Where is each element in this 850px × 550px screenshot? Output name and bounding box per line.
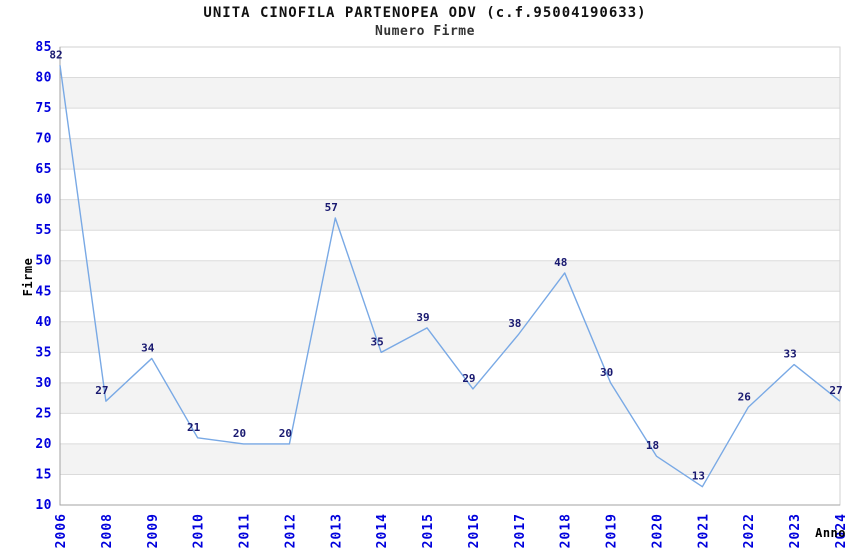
plot-band [60, 260, 840, 292]
x-tick-label: 2016 [467, 513, 482, 548]
y-tick-label: 80 [35, 71, 52, 86]
point-label: 82 [49, 48, 62, 61]
y-tick-label: 70 [35, 132, 52, 147]
point-label: 33 [783, 348, 796, 361]
y-tick-label: 25 [35, 406, 52, 421]
chart-subtitle: Numero Firme [375, 24, 475, 39]
x-tick-label: 2012 [283, 513, 298, 548]
point-label: 26 [738, 390, 752, 403]
x-tick-label: 2017 [513, 513, 528, 548]
x-tick-label: 2019 [605, 513, 620, 548]
point-label: 35 [371, 335, 384, 348]
point-label: 34 [141, 341, 155, 354]
x-tick-label: 2024 [834, 513, 849, 548]
plot-band [60, 443, 840, 475]
y-tick-label: 20 [35, 437, 52, 452]
x-tick-label: 2018 [559, 513, 574, 548]
x-tick-label: 2015 [421, 513, 436, 548]
x-tick-label: 2009 [146, 513, 161, 548]
point-label: 39 [416, 311, 429, 324]
y-tick-label: 55 [35, 223, 52, 238]
y-tick-label: 30 [35, 376, 52, 391]
y-tick-label: 10 [35, 498, 52, 513]
y-tick-label: 60 [35, 193, 52, 208]
x-axis-title: Anno [815, 526, 846, 540]
chart-title: UNITA CINOFILA PARTENOPEA ODV (c.f.95004… [203, 5, 647, 21]
point-label: 30 [600, 366, 613, 379]
data-line [59, 65, 841, 488]
y-tick-label: 50 [35, 254, 52, 269]
plot-band [60, 138, 840, 170]
y-tick-label: 65 [35, 162, 52, 177]
point-label: 27 [95, 384, 108, 397]
point-label: 18 [646, 439, 659, 452]
point-label: 20 [279, 427, 292, 440]
x-tick-label: 2020 [650, 513, 665, 548]
x-tick-label: 2021 [696, 513, 711, 548]
y-tick-label: 40 [35, 315, 52, 330]
plot-band [60, 199, 840, 231]
point-label: 13 [692, 470, 705, 483]
x-tick-label: 2013 [329, 513, 344, 548]
x-tick-label: 2011 [238, 513, 253, 548]
y-tick-label: 75 [35, 101, 52, 116]
point-label: 48 [554, 256, 567, 269]
y-tick-label: 15 [35, 467, 52, 482]
point-label: 57 [325, 201, 338, 214]
y-tick-label: 85 [35, 40, 52, 55]
x-tick-label: 2022 [742, 513, 757, 548]
point-label: 21 [187, 421, 201, 434]
axis-lines [59, 47, 840, 506]
point-label: 38 [508, 317, 521, 330]
x-tick-label: 2006 [54, 513, 69, 548]
plot-band [60, 382, 840, 414]
point-label: 20 [233, 427, 246, 440]
x-tick-label: 2014 [375, 513, 390, 548]
y-tick-label: 45 [35, 284, 52, 299]
x-tick-label: 2023 [788, 513, 803, 548]
point-label: 27 [829, 384, 842, 397]
x-tick-label: 2008 [100, 513, 115, 548]
y-tick-label: 35 [35, 345, 52, 360]
point-label: 29 [462, 372, 475, 385]
x-tick-label: 2010 [192, 513, 207, 548]
plot-band [60, 321, 840, 353]
plot-band [60, 77, 840, 109]
